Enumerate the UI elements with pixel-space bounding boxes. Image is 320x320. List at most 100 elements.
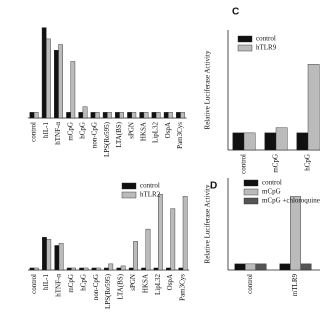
x-tick-label: control bbox=[240, 154, 248, 174]
bar bbox=[279, 263, 291, 271]
bar bbox=[153, 267, 159, 271]
x-tick-label: non-CpG bbox=[91, 122, 99, 148]
bar bbox=[116, 267, 122, 271]
bar bbox=[90, 112, 96, 119]
bar bbox=[66, 112, 71, 119]
bar bbox=[139, 112, 145, 119]
legend-swatch bbox=[121, 182, 137, 190]
legend-swatch bbox=[237, 35, 253, 43]
bar bbox=[42, 237, 47, 271]
bar bbox=[133, 241, 138, 271]
bar bbox=[58, 44, 63, 119]
x-tick-label: OspA bbox=[164, 122, 172, 138]
x-tick-label: mCpG bbox=[272, 154, 280, 173]
bar bbox=[143, 112, 149, 119]
legend-swatch bbox=[243, 197, 259, 205]
bar bbox=[307, 64, 320, 151]
bar bbox=[245, 263, 256, 271]
bar bbox=[151, 112, 157, 119]
bar bbox=[296, 132, 309, 151]
x-tick-label: hCpG bbox=[304, 154, 312, 171]
x-tick-label: hIL-1 bbox=[42, 122, 50, 138]
bar bbox=[82, 106, 88, 119]
legend-label: mCpG bbox=[262, 188, 281, 196]
bar bbox=[29, 267, 35, 271]
x-tick-label: LipL32 bbox=[152, 122, 160, 143]
x-tick-label: hTNF-α bbox=[54, 122, 62, 145]
bar bbox=[41, 27, 47, 119]
bar bbox=[234, 263, 246, 271]
bar bbox=[232, 132, 245, 151]
x-tick-label: Pam3Cys bbox=[176, 122, 184, 149]
legend-swatch bbox=[237, 44, 253, 52]
legend-label: control bbox=[140, 182, 160, 190]
legend-swatch bbox=[243, 179, 259, 187]
x-tick-label: control bbox=[30, 274, 38, 294]
y-axis-label: Relative Luciferase Activity bbox=[204, 50, 212, 129]
bar bbox=[170, 208, 176, 271]
bar bbox=[275, 127, 288, 151]
bar bbox=[46, 38, 51, 119]
bar bbox=[46, 239, 52, 271]
x-tick-label: hTNF-α bbox=[55, 274, 63, 297]
x-tick-label: LTA(BS) bbox=[117, 273, 125, 299]
x-tick-label: hCpG bbox=[79, 274, 87, 291]
legend-label: mCpG +chloroquine bbox=[262, 197, 320, 205]
bar bbox=[290, 196, 301, 271]
bar bbox=[119, 112, 124, 119]
bar bbox=[264, 132, 277, 151]
bar bbox=[141, 267, 147, 271]
bar bbox=[34, 267, 39, 271]
x-tick-label: mCpG bbox=[66, 122, 74, 141]
panel-label: C bbox=[232, 7, 239, 18]
x-tick-label: Pam3Cys bbox=[179, 274, 187, 301]
x-tick-label: HKSA bbox=[140, 122, 148, 141]
x-tick-label: mCpG bbox=[67, 274, 75, 293]
bar bbox=[157, 194, 163, 271]
bar bbox=[255, 263, 267, 271]
bar bbox=[54, 245, 60, 271]
bar bbox=[58, 243, 64, 271]
x-tick-label: hIL-1 bbox=[42, 274, 50, 290]
bar bbox=[79, 267, 84, 271]
bar bbox=[107, 112, 112, 119]
x-tick-label: LPS(Re595) bbox=[104, 273, 112, 309]
bar bbox=[180, 112, 185, 119]
bar bbox=[83, 267, 89, 271]
bar bbox=[70, 61, 76, 119]
x-tick-label: control bbox=[30, 122, 38, 142]
legend-swatch bbox=[121, 191, 137, 199]
bar bbox=[176, 112, 181, 119]
bar bbox=[155, 112, 161, 119]
x-tick-label: LipL32 bbox=[154, 274, 162, 295]
bar bbox=[127, 112, 132, 119]
bar bbox=[33, 112, 39, 119]
bar bbox=[182, 196, 188, 271]
bar bbox=[166, 267, 171, 271]
x-tick-label: LTA(BS) bbox=[115, 121, 123, 147]
bar bbox=[163, 112, 169, 119]
bar bbox=[104, 267, 109, 271]
bar bbox=[66, 267, 72, 271]
x-tick-label: sPGN bbox=[127, 122, 135, 139]
legend-swatch bbox=[243, 188, 259, 196]
bar bbox=[29, 112, 35, 119]
panel-label: D bbox=[210, 181, 217, 192]
x-tick-label: HKSA bbox=[141, 274, 149, 293]
x-tick-label: OspA bbox=[166, 274, 174, 290]
bar bbox=[300, 263, 312, 271]
bar bbox=[91, 267, 97, 271]
bar bbox=[78, 112, 84, 119]
bar bbox=[54, 50, 59, 119]
legend-label: hTLR9 bbox=[256, 44, 277, 52]
legend-label: hTLR2 bbox=[140, 191, 161, 199]
bar bbox=[131, 112, 137, 119]
bar bbox=[115, 112, 120, 119]
legend-label: control bbox=[262, 179, 282, 187]
bar bbox=[95, 267, 101, 271]
bar bbox=[178, 267, 184, 271]
bar bbox=[145, 228, 151, 271]
bar bbox=[108, 263, 114, 271]
bar bbox=[120, 265, 126, 271]
